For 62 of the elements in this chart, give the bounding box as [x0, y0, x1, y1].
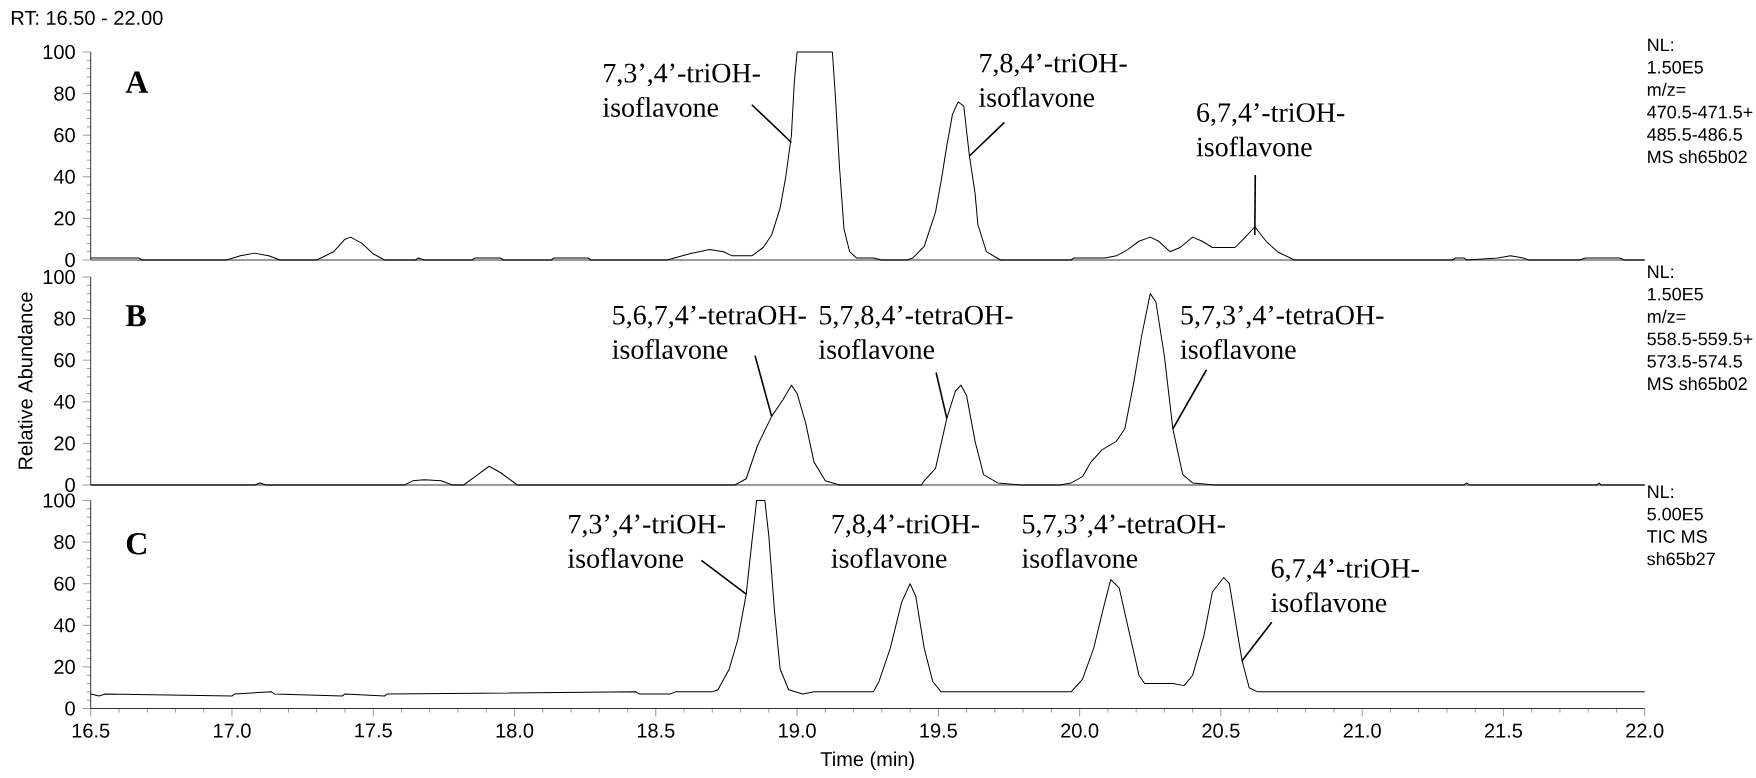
text: 1.50E5	[1648, 287, 1703, 301]
annotation: 6,7,4’-triOH-isoflavone	[1196, 103, 1345, 157]
y-axis-title: Relative Abundance	[17, 292, 33, 469]
x-tick-label: 17.0	[214, 723, 251, 738]
y-tick-label: 0	[65, 252, 75, 268]
text: 1.50E5	[1648, 60, 1703, 74]
annotation: 5,6,7,4’-tetraOH-isoflavone	[612, 305, 806, 359]
y-tick-label: 0	[65, 477, 75, 493]
text: 573.5-574.5	[1647, 354, 1742, 368]
y-tick-label: 60	[54, 128, 75, 143]
text: TIC MS	[1647, 530, 1707, 543]
text: m/z=	[1647, 82, 1686, 97]
y-tick-label: 60	[54, 353, 75, 368]
text: 470.5-471.5+	[1647, 105, 1753, 119]
annotation: 7,3’,4’-triOH-isoflavone	[602, 63, 760, 117]
y-tick-label: 100	[43, 493, 75, 508]
y-tick-label: 100	[43, 44, 75, 60]
y-tick-label: 40	[53, 394, 75, 409]
y-tick-label: 20	[54, 436, 75, 451]
y-tick-label: 0	[65, 701, 75, 716]
text: MS sh65b02	[1648, 376, 1747, 391]
x-axis-title: Time (min)	[820, 751, 914, 771]
x-tick-label: 18.0	[496, 723, 534, 738]
text: m/z=	[1647, 309, 1686, 323]
text: NL:	[1648, 485, 1674, 498]
text: 5.00E5	[1647, 507, 1703, 521]
x-tick-label: 19.0	[779, 723, 816, 738]
annotation: 7,8,4’-triOH-isoflavone	[979, 53, 1127, 107]
y-tick-label: 40	[53, 169, 75, 184]
text: NL:	[1648, 265, 1674, 278]
text: RT: 16.50 - 22.00	[11, 10, 163, 25]
x-tick-label: 22.0	[1626, 723, 1664, 738]
text: NL:	[1648, 38, 1674, 52]
text: B	[125, 305, 146, 327]
x-tick-label: 17.5	[355, 723, 392, 738]
x-tick-label: 21.0	[1343, 723, 1381, 738]
y-tick-label: 20	[54, 211, 75, 226]
x-tick-label: 21.5	[1484, 723, 1523, 738]
y-tick-label: 80	[54, 86, 75, 101]
y-tick-label: 80	[54, 535, 75, 550]
annotation: 5,7,8,4’-tetraOH-isoflavone	[818, 305, 1013, 359]
y-tick-label: 60	[54, 576, 75, 591]
x-tick-label: 18.5	[637, 723, 675, 738]
annotation: 7,8,4’-triOH-isoflavone	[831, 514, 980, 568]
text: MS sh65b02	[1648, 150, 1747, 164]
x-tick-label: 20.5	[1202, 723, 1240, 738]
text: 558.5-559.5+	[1647, 332, 1753, 346]
text: C	[126, 533, 146, 555]
chart-title: A	[125, 71, 149, 93]
y-tick-label: 80	[54, 311, 75, 326]
y-tick-label: 100	[43, 269, 75, 285]
x-tick-label: 16.5	[72, 723, 110, 738]
annotation: 5,7,3’,4’-tetraOH-isoflavone	[1022, 514, 1225, 568]
annotation: 5,7,3’,4’-tetraOH-isoflavone	[1180, 305, 1384, 359]
x-tick-label: 19.5	[920, 723, 957, 738]
y-tick-label: 40	[53, 618, 75, 633]
y-tick-label: 20	[54, 659, 75, 674]
x-tick-label: 20.0	[1061, 723, 1099, 738]
annotation: 7,3’,4’-triOH-isoflavone	[568, 514, 726, 568]
text: sh65b27	[1647, 552, 1715, 566]
text: 485.5-486.5	[1647, 128, 1742, 141]
annotation: 6,7,4’-triOH-isoflavone	[1271, 558, 1419, 613]
